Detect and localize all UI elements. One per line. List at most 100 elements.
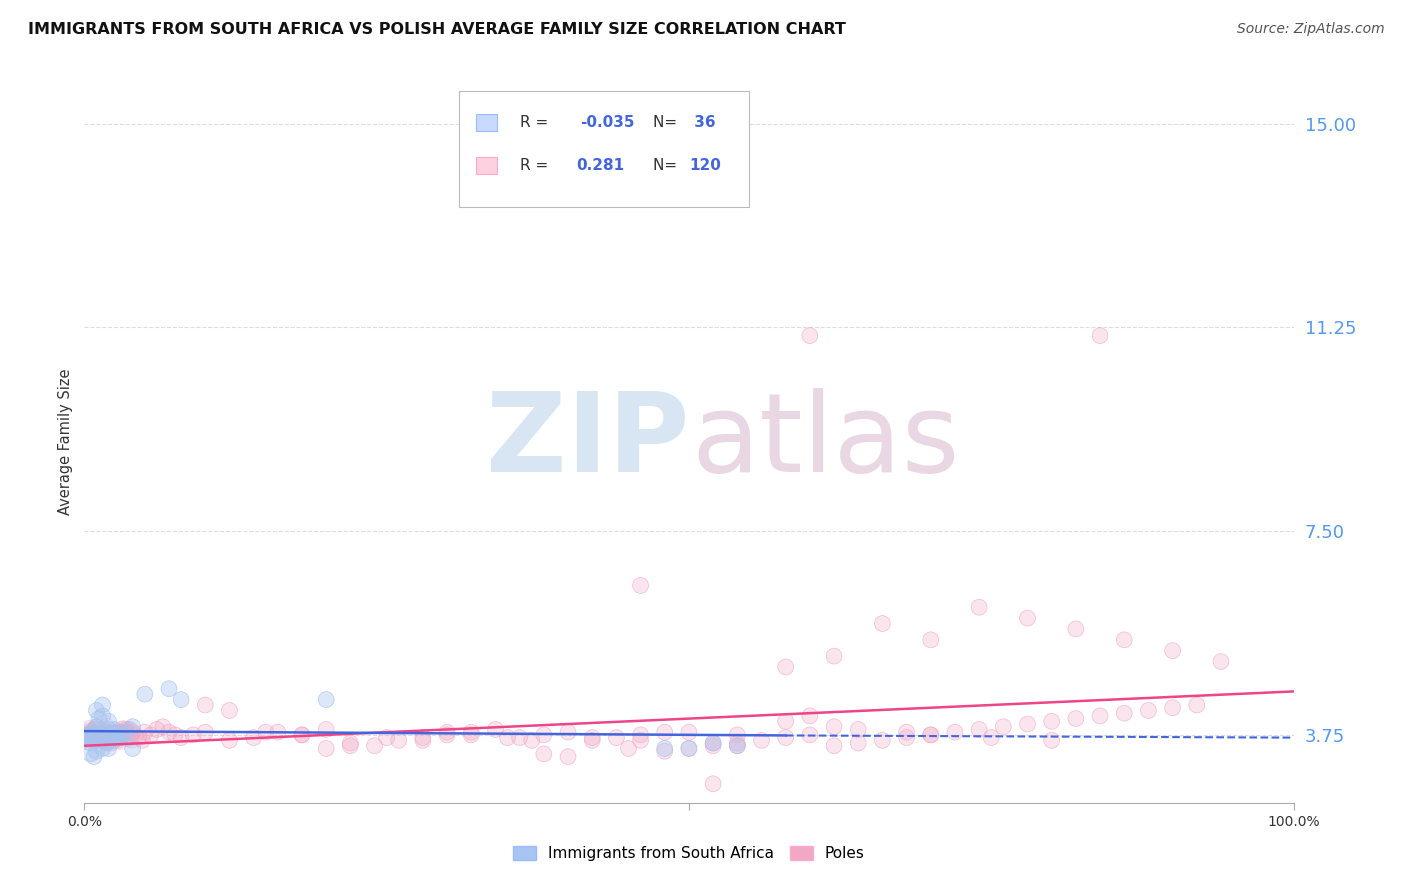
Point <box>678 725 700 739</box>
Point <box>218 733 240 747</box>
Point <box>1114 632 1136 647</box>
Point <box>1088 709 1111 723</box>
Point <box>775 731 797 745</box>
Point <box>96 733 118 747</box>
Point <box>799 728 821 742</box>
Point <box>90 728 112 742</box>
Point <box>91 728 114 742</box>
Point <box>291 728 314 742</box>
Point <box>1185 698 1208 712</box>
Point <box>91 733 114 747</box>
Point <box>157 725 180 739</box>
Point <box>75 724 97 739</box>
Point <box>87 733 110 747</box>
Point <box>107 731 129 746</box>
Point <box>157 681 180 696</box>
Point <box>436 728 458 742</box>
Point <box>86 730 108 744</box>
Point <box>654 725 676 739</box>
Point <box>105 725 128 739</box>
Point <box>128 731 150 745</box>
Point <box>86 720 108 734</box>
Point <box>93 730 115 744</box>
Point <box>77 728 100 742</box>
Point <box>97 731 120 746</box>
Point <box>1114 706 1136 721</box>
Point <box>121 725 143 739</box>
Point <box>105 728 128 742</box>
Point <box>846 736 869 750</box>
Point <box>93 730 115 744</box>
Point <box>91 728 114 742</box>
Point <box>83 725 105 739</box>
Point <box>75 728 97 742</box>
Point <box>98 729 121 743</box>
Point <box>799 709 821 723</box>
Point <box>83 725 105 739</box>
Point <box>83 723 105 737</box>
Point <box>120 731 142 745</box>
Point <box>725 736 748 750</box>
Point <box>846 723 869 737</box>
Point <box>799 728 821 742</box>
Point <box>84 731 107 745</box>
Point <box>98 731 121 745</box>
Point <box>80 725 103 739</box>
Point <box>702 736 724 750</box>
Point <box>170 731 193 745</box>
Point <box>89 727 111 741</box>
Point <box>242 731 264 745</box>
Point <box>823 720 845 734</box>
Point <box>94 734 117 748</box>
Point <box>823 739 845 753</box>
Point <box>1040 714 1063 729</box>
Point <box>520 733 543 747</box>
Point <box>581 731 603 745</box>
Point <box>725 739 748 753</box>
Point <box>96 728 118 742</box>
Point <box>75 724 97 739</box>
Point <box>79 727 101 741</box>
Point <box>630 728 652 742</box>
Point <box>1017 717 1039 731</box>
Point <box>107 730 129 744</box>
Point <box>124 728 146 742</box>
Point <box>101 725 124 739</box>
Point <box>993 720 1015 734</box>
Point <box>496 731 519 745</box>
Point <box>375 731 398 745</box>
Point <box>194 725 217 739</box>
Point <box>725 728 748 742</box>
Point <box>110 721 132 735</box>
Point <box>83 727 105 741</box>
Point <box>121 725 143 739</box>
Point <box>83 726 105 740</box>
Point <box>76 731 98 745</box>
Point <box>110 736 132 750</box>
Point <box>315 741 337 756</box>
Point <box>654 741 676 756</box>
Point <box>94 730 117 744</box>
Point <box>654 725 676 739</box>
Point <box>105 728 128 742</box>
Point <box>107 731 129 746</box>
Point <box>1040 733 1063 747</box>
Point <box>315 741 337 756</box>
Text: 36: 36 <box>689 115 716 129</box>
Point <box>76 723 98 737</box>
Point <box>134 687 156 701</box>
Point <box>76 731 98 746</box>
Point <box>91 730 114 744</box>
Point <box>218 733 240 747</box>
Point <box>630 578 652 592</box>
Point <box>86 720 108 734</box>
Point <box>96 718 118 732</box>
Point <box>79 727 101 741</box>
Point <box>460 728 482 742</box>
Point <box>799 328 821 343</box>
Point <box>993 720 1015 734</box>
Point <box>104 723 127 737</box>
Text: N=: N= <box>652 158 682 173</box>
Point <box>134 725 156 739</box>
Point <box>100 725 122 739</box>
